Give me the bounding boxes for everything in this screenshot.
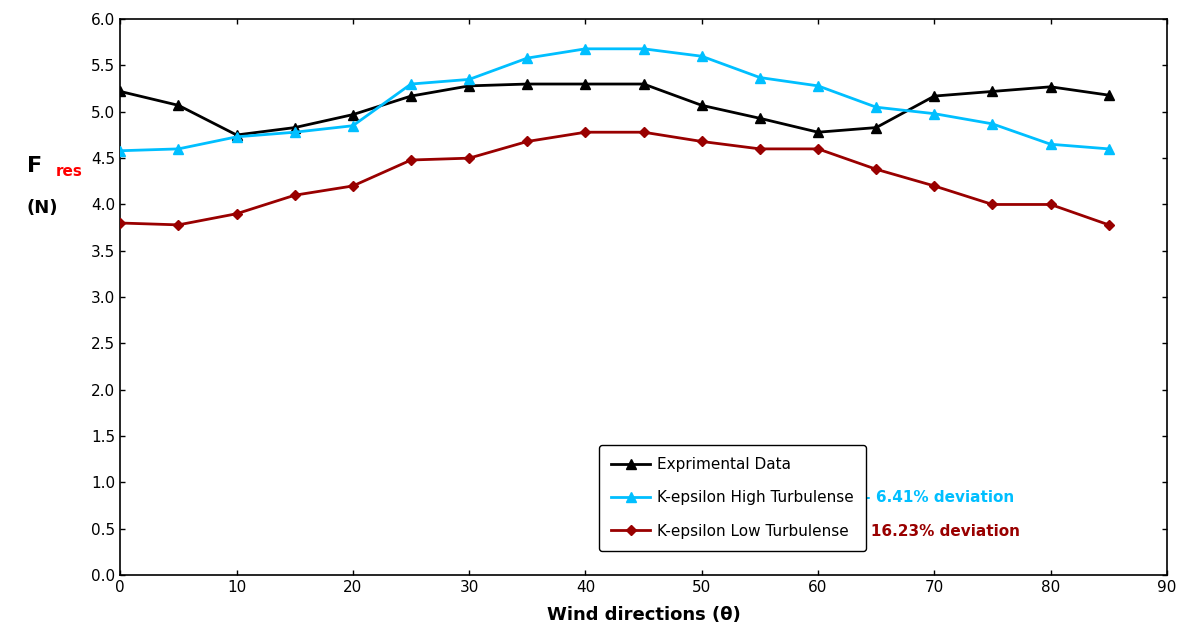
Text: F: F xyxy=(26,157,42,176)
Text: - 16.23% deviation: - 16.23% deviation xyxy=(854,523,1020,539)
Text: res: res xyxy=(55,164,82,179)
Legend: Exprimental Data, K-epsilon High Turbulense, K-epsilon Low Turbulense: Exprimental Data, K-epsilon High Turbule… xyxy=(599,445,866,551)
X-axis label: Wind directions (θ): Wind directions (θ) xyxy=(546,606,741,624)
Text: (N): (N) xyxy=(26,199,58,217)
Text: - 6.41% deviation: - 6.41% deviation xyxy=(859,490,1014,505)
